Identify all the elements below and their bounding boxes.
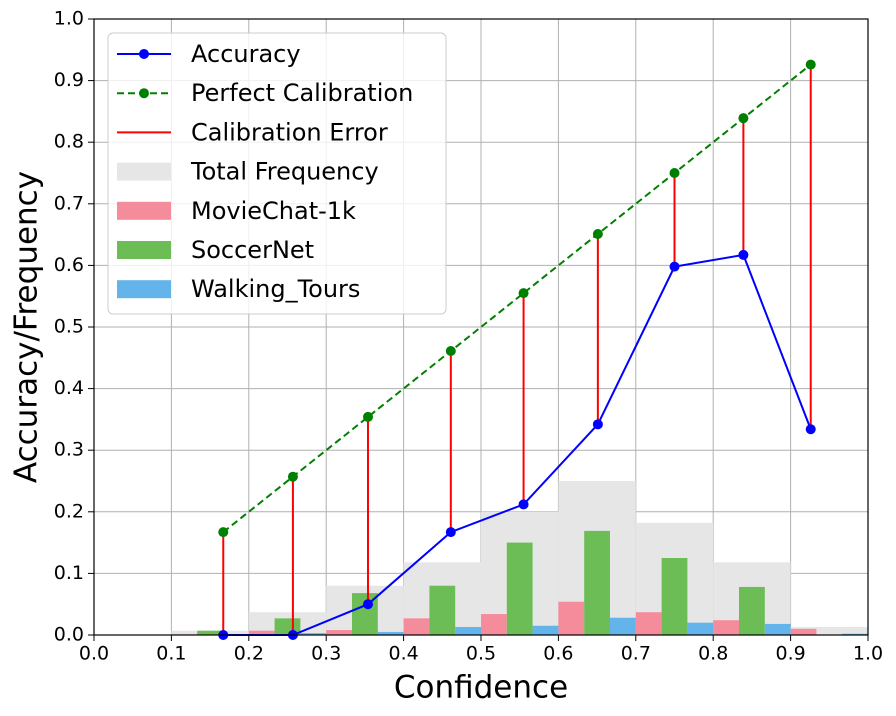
- histogram-bar: [584, 530, 610, 635]
- legend-patch: [117, 280, 171, 299]
- series-marker: [362, 599, 373, 610]
- histogram-bar: [661, 558, 688, 635]
- x-tick-label: 0.1: [156, 643, 186, 665]
- histogram-bar: [842, 633, 868, 635]
- histogram-bar: [429, 585, 456, 635]
- histogram-bar: [558, 601, 585, 635]
- histogram-bar: [687, 622, 714, 635]
- legend-marker: [139, 88, 149, 99]
- x-tick-label: 0.9: [775, 643, 805, 665]
- x-tick-label: 0.8: [698, 643, 728, 665]
- y-tick-label: 1.0: [54, 8, 84, 30]
- y-tick-label: 0.3: [54, 439, 84, 461]
- y-tick-label: 0.8: [54, 131, 84, 153]
- series-marker: [669, 168, 680, 178]
- x-tick-label: 0.5: [466, 643, 496, 665]
- y-tick-label: 0.7: [54, 192, 84, 214]
- histogram-bar: [377, 631, 404, 635]
- y-tick-label: 0.2: [54, 500, 84, 522]
- y-tick-label: 0.5: [54, 316, 84, 338]
- legend-patch: [117, 241, 171, 259]
- x-tick-label: 0.7: [621, 643, 651, 665]
- series-marker: [592, 228, 603, 239]
- histogram-bar: [481, 614, 507, 635]
- legend-patch: [117, 162, 171, 181]
- legend-label: MovieChat-1k: [191, 197, 356, 225]
- x-tick-label: 1.0: [853, 643, 883, 665]
- histogram-bar: [790, 628, 817, 635]
- series-line: [222, 63, 812, 533]
- legend-label: Calibration Error: [191, 118, 388, 146]
- y-tick-label: 0.4: [54, 377, 84, 399]
- series-marker: [805, 424, 816, 435]
- series-marker: [518, 288, 529, 299]
- y-tick-label: 0.1: [54, 562, 84, 584]
- y-tick-label: 0.9: [54, 69, 84, 91]
- legend-patch: [117, 201, 171, 220]
- histogram-bar: [635, 612, 662, 635]
- x-tick-label: 0.4: [388, 643, 418, 665]
- legend-box: [107, 32, 447, 315]
- histogram-bar: [455, 626, 481, 635]
- histogram-bar: [739, 586, 765, 635]
- x-tick-label: 0.0: [79, 643, 109, 665]
- series-marker: [518, 499, 529, 510]
- x-tick-label: 0.3: [311, 643, 341, 665]
- histogram-bar: [764, 623, 791, 635]
- y-tick-label: 0.0: [54, 624, 84, 646]
- x-axis-label: Confidence: [394, 670, 568, 706]
- histogram-bar: [197, 630, 223, 635]
- series-marker: [362, 411, 373, 422]
- histogram-bar: [506, 542, 533, 635]
- histogram-bar: [713, 620, 739, 635]
- series-marker: [805, 59, 816, 70]
- histogram-bar: [326, 630, 352, 635]
- total-bar: [790, 626, 868, 635]
- series-marker: [738, 113, 749, 124]
- histogram-bar: [403, 618, 430, 635]
- series-marker: [445, 527, 456, 538]
- legend-marker: [139, 49, 149, 59]
- x-tick-label: 0.6: [543, 643, 573, 665]
- histogram-bar: [610, 617, 636, 635]
- series-marker: [445, 346, 456, 357]
- series-marker: [669, 261, 680, 272]
- series-marker: [287, 471, 298, 482]
- legend-label: Walking_Tours: [191, 275, 360, 303]
- legend-label: Perfect Calibration: [191, 79, 413, 107]
- histogram-bar: [532, 625, 559, 635]
- x-tick-label: 0.2: [234, 643, 264, 665]
- histogram-bar: [300, 633, 327, 635]
- y-tick-label: 0.6: [54, 254, 84, 276]
- legend-label: SoccerNet: [191, 236, 314, 264]
- legend-label: Total Frequency: [190, 158, 379, 186]
- histogram-bar: [248, 630, 275, 635]
- series-marker: [738, 249, 749, 260]
- series-marker: [592, 419, 603, 430]
- series-marker: [218, 527, 229, 538]
- legend-label: Accuracy: [191, 40, 301, 68]
- y-axis-label: Accuracy/Frequency: [9, 171, 45, 483]
